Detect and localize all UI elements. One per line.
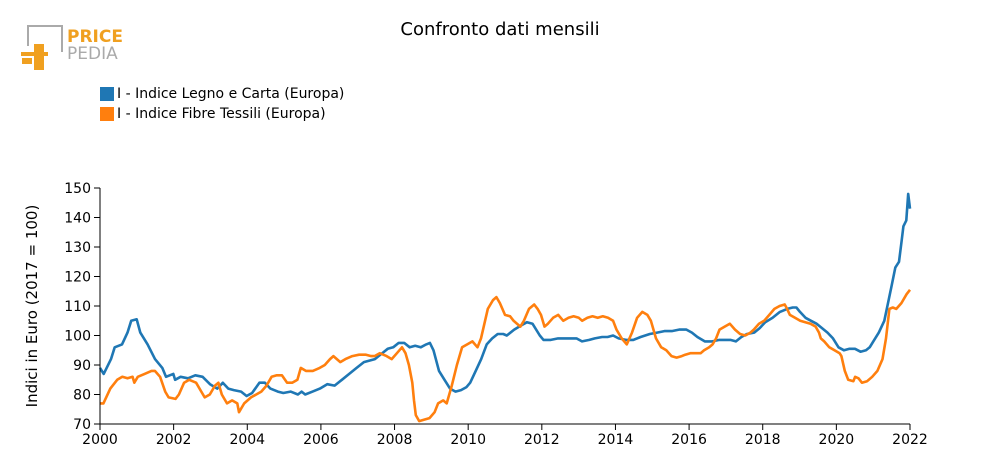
x-tick-label: 2006 — [303, 432, 339, 448]
y-tick-label: 80 — [73, 388, 91, 404]
y-tick-label: 110 — [64, 299, 91, 315]
legend-swatch-orange — [100, 107, 114, 121]
chart-title: Confronto dati mensili — [400, 19, 599, 40]
x-tick-label: 2016 — [671, 432, 707, 448]
y-tick-label: 100 — [64, 329, 91, 345]
logo-mark-orange-bar — [21, 52, 48, 56]
legend-label: I - Indice Legno e Carta (Europa) — [117, 86, 345, 102]
y-axis-label: Indici in Euro (2017 = 100) — [23, 205, 41, 408]
y-tick-label: 140 — [64, 211, 91, 227]
logo-mark-orange — [22, 44, 44, 70]
series-line-1 — [100, 289, 912, 423]
x-tick-label: 2008 — [377, 432, 413, 448]
logo-text-price: PRICE — [67, 27, 123, 47]
x-tick-label: 2014 — [598, 432, 634, 448]
legend-swatch-blue — [100, 87, 114, 101]
legend-item-fibre-tessili: I - Indice Fibre Tessili (Europa) — [100, 104, 344, 124]
y-tick-label: 70 — [73, 417, 91, 433]
x-tick-label: 2018 — [745, 432, 781, 448]
y-tick-label: 120 — [64, 270, 91, 286]
x-tick-label: 2004 — [229, 432, 265, 448]
plot-area: 70 80 90 100 110 120 130 140 150 2000 2002 2004 2006… — [64, 181, 928, 448]
y-tick-label: 150 — [64, 181, 91, 197]
x-tick-label: 2020 — [819, 432, 855, 448]
legend-item-legno-carta: I - Indice Legno e Carta (Europa) — [100, 84, 344, 104]
legend: I - Indice Legno e Carta (Europa) I - In… — [100, 84, 344, 124]
x-tick-label: 2000 — [82, 432, 118, 448]
x-tick-label: 2002 — [156, 432, 192, 448]
pricepedia-logo: PRICE PEDIA — [21, 25, 123, 70]
series-line-0 — [98, 192, 912, 398]
logo-mark-grey — [27, 25, 63, 52]
x-tick-label: 2012 — [524, 432, 560, 448]
x-tick-label: 2022 — [892, 432, 928, 448]
logo-text-pedia: PEDIA — [67, 44, 118, 64]
y-tick-label: 130 — [64, 240, 91, 256]
y-tick-label: 90 — [73, 358, 91, 374]
legend-label: I - Indice Fibre Tessili (Europa) — [117, 106, 326, 122]
x-tick-label: 2010 — [450, 432, 486, 448]
